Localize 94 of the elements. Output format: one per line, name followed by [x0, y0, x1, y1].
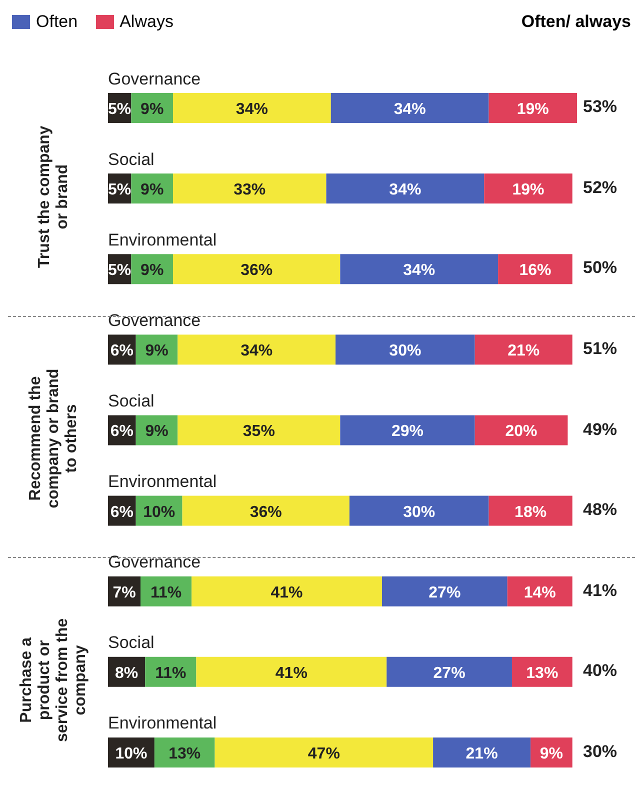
- legend-label: Often: [35, 12, 78, 32]
- text: Trust the company or brand: [36, 126, 71, 268]
- data-label: 34%: [394, 101, 426, 118]
- bar: [498, 254, 572, 284]
- data-label: 19%: [512, 182, 544, 199]
- data-label: 14%: [524, 584, 556, 602]
- text: 50%: [583, 258, 618, 278]
- data-label: 11%: [155, 664, 186, 682]
- bar: [340, 415, 475, 446]
- data-label: 34%: [240, 342, 273, 360]
- bar: [386, 656, 512, 687]
- text: 51%: [583, 338, 618, 359]
- data-label: 9%: [145, 423, 168, 440]
- data-label: 34%: [389, 182, 422, 199]
- bar: [173, 93, 331, 123]
- bar: [196, 656, 387, 687]
- bar: [349, 496, 489, 526]
- bar: [192, 576, 382, 606]
- data-label: 47%: [308, 745, 340, 762]
- data-label: 30%: [389, 342, 422, 360]
- legend-label: Always: [118, 12, 174, 32]
- bar: [214, 737, 434, 768]
- data-label: 13%: [526, 664, 558, 682]
- y-tick-label: Social: [108, 392, 154, 410]
- y-tick-label: Environmental: [108, 472, 217, 492]
- bar: [484, 174, 572, 204]
- text: Often/ always: [521, 12, 631, 32]
- bar: [474, 415, 568, 446]
- y-tick-label: Governance: [108, 552, 201, 572]
- data-label: 9%: [145, 342, 168, 360]
- data-label: 30%: [403, 504, 436, 521]
- data-label: 27%: [428, 584, 461, 602]
- data-label: 21%: [508, 342, 540, 360]
- data-label: 33%: [234, 182, 266, 199]
- data-label: 10%: [143, 504, 176, 521]
- data-label: 13%: [168, 745, 201, 762]
- data-label: 35%: [242, 423, 275, 440]
- bar: [173, 254, 340, 284]
- data-label: 36%: [240, 262, 273, 280]
- data-label: 10%: [115, 745, 148, 762]
- bar: [474, 334, 572, 365]
- bar: [326, 174, 484, 204]
- data-label: 5%: [108, 262, 132, 280]
- bar: [173, 174, 326, 204]
- data-label: 16%: [519, 262, 552, 280]
- data-label: 9%: [140, 182, 164, 199]
- data-label: 6%: [110, 342, 134, 360]
- text: Recommend the company or brand to others: [27, 368, 80, 508]
- bar: [340, 254, 498, 284]
- bar: [433, 737, 531, 768]
- y-tick-label: Social: [108, 633, 154, 652]
- bar: [382, 576, 508, 606]
- data-label: 41%: [275, 664, 308, 682]
- data-label: 9%: [540, 745, 564, 762]
- data-label: 18%: [514, 504, 547, 521]
- data-label: 5%: [108, 101, 132, 118]
- bar: [488, 496, 572, 526]
- data-label: 34%: [403, 262, 436, 280]
- data-label: 20%: [505, 423, 538, 440]
- data-label: 29%: [391, 423, 424, 440]
- data-label: 19%: [516, 101, 549, 118]
- y-tick-label: Governance: [108, 310, 201, 330]
- data-label: 5%: [108, 182, 132, 199]
- bar: [488, 93, 577, 123]
- bar: [182, 496, 350, 526]
- data-label: 36%: [250, 504, 282, 521]
- y-tick-label: Environmental: [108, 714, 217, 733]
- data-label: 9%: [140, 262, 164, 280]
- data-label: 21%: [466, 745, 498, 762]
- y-tick-label: Environmental: [108, 230, 217, 250]
- bar: [178, 334, 336, 365]
- text: 49%: [583, 420, 618, 440]
- text: 52%: [583, 178, 618, 198]
- bar: [507, 576, 572, 606]
- y-tick-label: Governance: [108, 69, 201, 88]
- bar: [178, 415, 340, 446]
- data-label: 8%: [115, 664, 138, 682]
- text: 30%: [583, 742, 618, 762]
- data-label: 9%: [140, 101, 164, 118]
- data-label: 34%: [236, 101, 268, 118]
- data-label: 6%: [110, 423, 134, 440]
- data-label: 6%: [110, 504, 134, 521]
- bar: [336, 334, 475, 365]
- data-label: 11%: [150, 584, 182, 602]
- data-label: 27%: [433, 664, 466, 682]
- text: 53%: [583, 97, 618, 118]
- text: 40%: [583, 661, 618, 682]
- data-label: 7%: [112, 584, 136, 602]
- y-tick-label: Social: [108, 150, 154, 169]
- text: Purchase a product or service from the company: [18, 618, 89, 742]
- text: 48%: [583, 500, 618, 520]
- bar: [330, 93, 489, 123]
- text: 41%: [583, 580, 618, 601]
- data-label: 41%: [270, 584, 303, 602]
